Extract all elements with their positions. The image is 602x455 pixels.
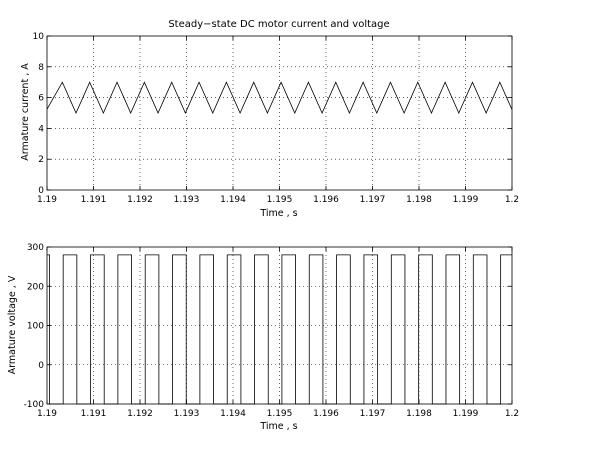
x-tick-label: 1.197 — [360, 195, 386, 205]
x-tick-label: 1.192 — [127, 409, 153, 419]
x-tick-label: 1.194 — [220, 195, 246, 205]
voltage-axes: 1.19 1.191 1.192 1.193 1.194 1.195 1.196 1.197 1… — [7, 243, 519, 432]
x-tick-label: 1.195 — [267, 409, 293, 419]
x-tick-label: 1.191 — [81, 409, 107, 419]
x-tick-label: 1.2 — [505, 409, 519, 419]
voltage-ticks: 1.19 1.191 1.192 1.193 1.194 1.195 1.196 1.197 1… — [24, 243, 520, 419]
current-grid — [47, 36, 512, 190]
voltage-plot-frame — [46, 246, 513, 405]
x-tick-label: 1.197 — [360, 409, 386, 419]
voltage-grid — [47, 247, 512, 404]
x-tick-label: 1.193 — [174, 409, 200, 419]
voltage-x-axis-label: Time , s — [259, 421, 297, 432]
chart-title: Steady−state DC motor current and voltag… — [168, 19, 389, 30]
x-tick-label: 1.198 — [406, 195, 432, 205]
x-tick-label: 1.192 — [127, 195, 153, 205]
x-tick-label: 1.199 — [453, 195, 479, 205]
current-series — [46, 81, 513, 114]
armature-current-line — [46, 81, 513, 114]
armature-voltage-line — [47, 254, 512, 405]
y-tick-label: 2 — [38, 155, 44, 165]
x-tick-label: 1.2 — [505, 195, 519, 205]
x-tick-label: 1.19 — [37, 409, 57, 419]
y-tick-label: -100 — [24, 400, 45, 410]
voltage-y-axis-label: Armature voltage , V — [7, 275, 18, 374]
y-tick-label: 6 — [38, 94, 44, 104]
x-tick-label: 1.195 — [267, 195, 293, 205]
y-tick-label: 200 — [27, 282, 44, 292]
x-tick-label: 1.19 — [37, 195, 57, 205]
y-tick-label: 0 — [38, 361, 44, 371]
current-ticks: 1.19 1.191 1.192 1.193 1.194 1.195 1.196 1.197 1… — [33, 32, 520, 205]
current-plot-frame — [46, 35, 513, 191]
y-tick-label: 8 — [38, 63, 44, 73]
y-tick-label: 100 — [27, 322, 44, 332]
x-tick-label: 1.199 — [453, 409, 479, 419]
y-tick-label: 0 — [38, 186, 44, 196]
x-tick-label: 1.193 — [174, 195, 200, 205]
y-tick-label: 10 — [33, 32, 45, 42]
x-tick-label: 1.198 — [406, 409, 432, 419]
voltage-series — [47, 254, 512, 405]
x-tick-label: 1.194 — [220, 409, 246, 419]
y-tick-label: 4 — [38, 124, 44, 134]
x-tick-label: 1.196 — [313, 409, 339, 419]
x-tick-label: 1.191 — [81, 195, 107, 205]
current-axes: 1.19 1.191 1.192 1.193 1.194 1.195 1.196 1.197 1… — [20, 32, 519, 219]
current-y-axis-label: Armature current , A — [20, 63, 31, 161]
current-x-axis-label: Time , s — [259, 208, 297, 219]
y-tick-label: 300 — [27, 243, 44, 253]
x-tick-label: 1.196 — [313, 195, 339, 205]
